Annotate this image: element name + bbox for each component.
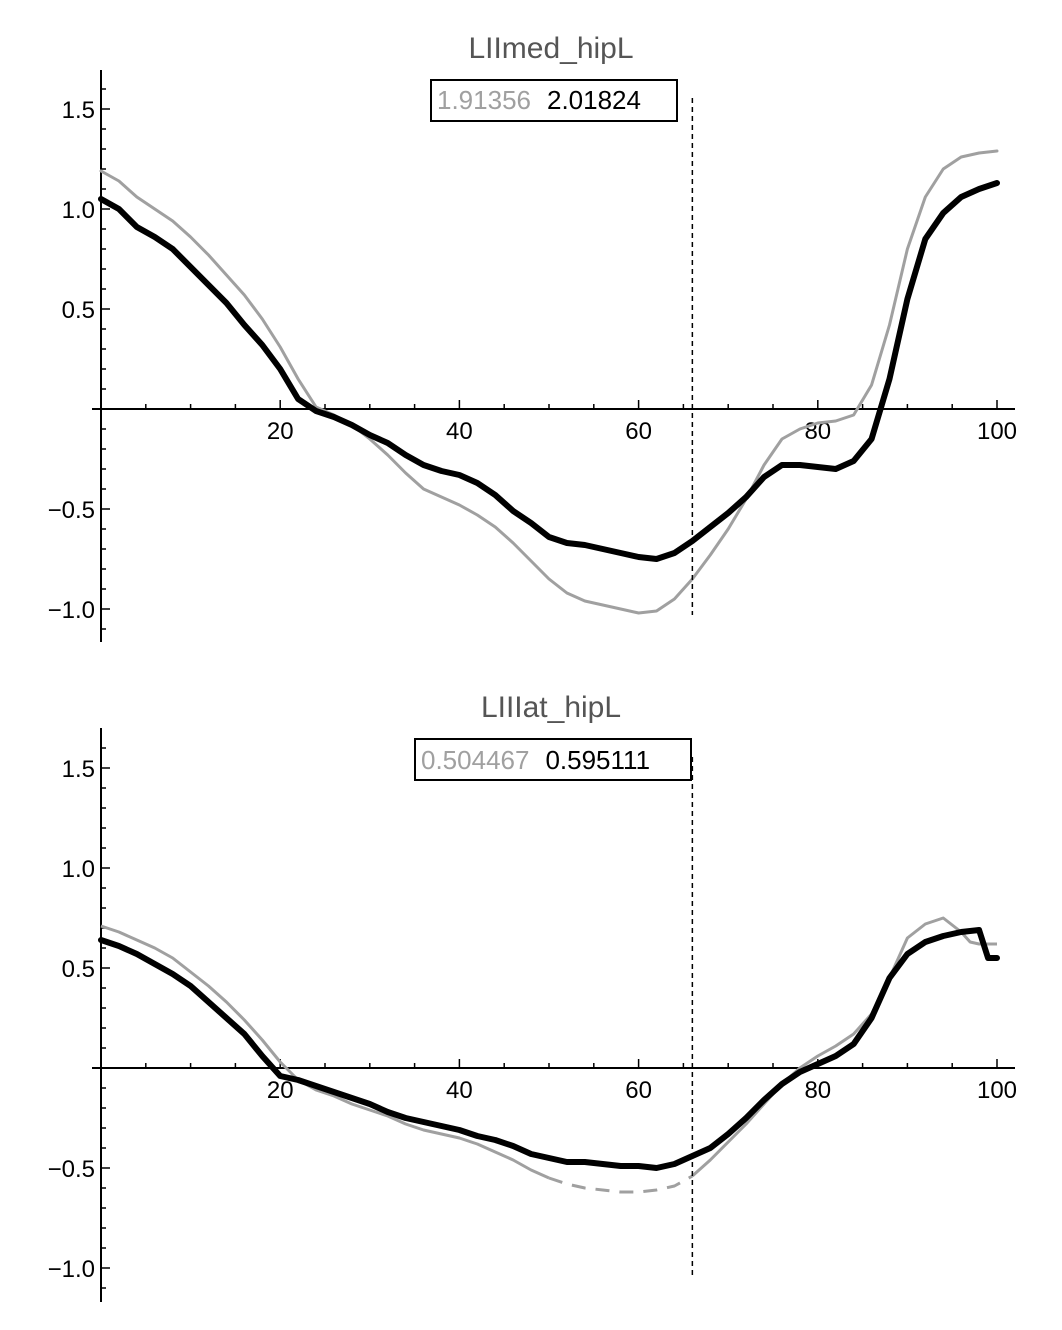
y-tick-label: 1.5 (62, 756, 95, 783)
series-line-1-segment-1 (100, 924, 550, 1180)
chart-title: LIImed_hipL (468, 32, 633, 65)
x-tick-label: 40 (446, 1077, 473, 1104)
y-tick-label: 1.0 (62, 856, 95, 883)
legend-value-1: 1.91356 (437, 85, 531, 115)
x-tick-label: 20 (267, 418, 294, 445)
legend-value-2: 0.595111 (545, 745, 650, 775)
series-line-2 (98, 927, 1000, 1171)
series-line-1-segment-2 (548, 1174, 694, 1194)
y-tick-label: 0.5 (62, 956, 95, 983)
legend-box (414, 738, 692, 781)
legend-value-2: 2.01824 (547, 85, 641, 115)
y-tick-label: 1.0 (62, 197, 95, 224)
x-tick-label: 40 (446, 418, 473, 445)
x-tick-label: 100 (977, 1077, 1017, 1104)
legend-values: 0.504467 0.595111 (421, 745, 650, 775)
legend-values: 1.91356 2.01824 (437, 85, 641, 115)
series-line-2 (98, 180, 1000, 562)
chart-title: LIIIat_hipL (481, 691, 621, 724)
y-tick-label: −0.5 (48, 497, 95, 524)
chart-panel-2: LIIIat_hipL 20 40 60 80 100 −1.0 −0.5 0.5 1.0 1.5 0… (48, 691, 1017, 1302)
series-line-1 (99, 149, 999, 615)
y-tick-label: 0.5 (62, 297, 95, 324)
y-tick-label: 1.5 (62, 97, 95, 124)
x-tick-label: 60 (625, 1077, 652, 1104)
x-tick-label: 80 (804, 1077, 831, 1104)
x-tick-label: 20 (267, 1077, 294, 1104)
legend-value-1: 0.504467 (421, 745, 529, 775)
y-tick-label: −1.0 (48, 597, 95, 624)
x-tick-label: 60 (625, 418, 652, 445)
x-tick-label: 100 (977, 418, 1017, 445)
y-tick-label: −1.0 (48, 1256, 95, 1283)
y-tick-label: −0.5 (48, 1156, 95, 1183)
legend-box (430, 79, 678, 122)
